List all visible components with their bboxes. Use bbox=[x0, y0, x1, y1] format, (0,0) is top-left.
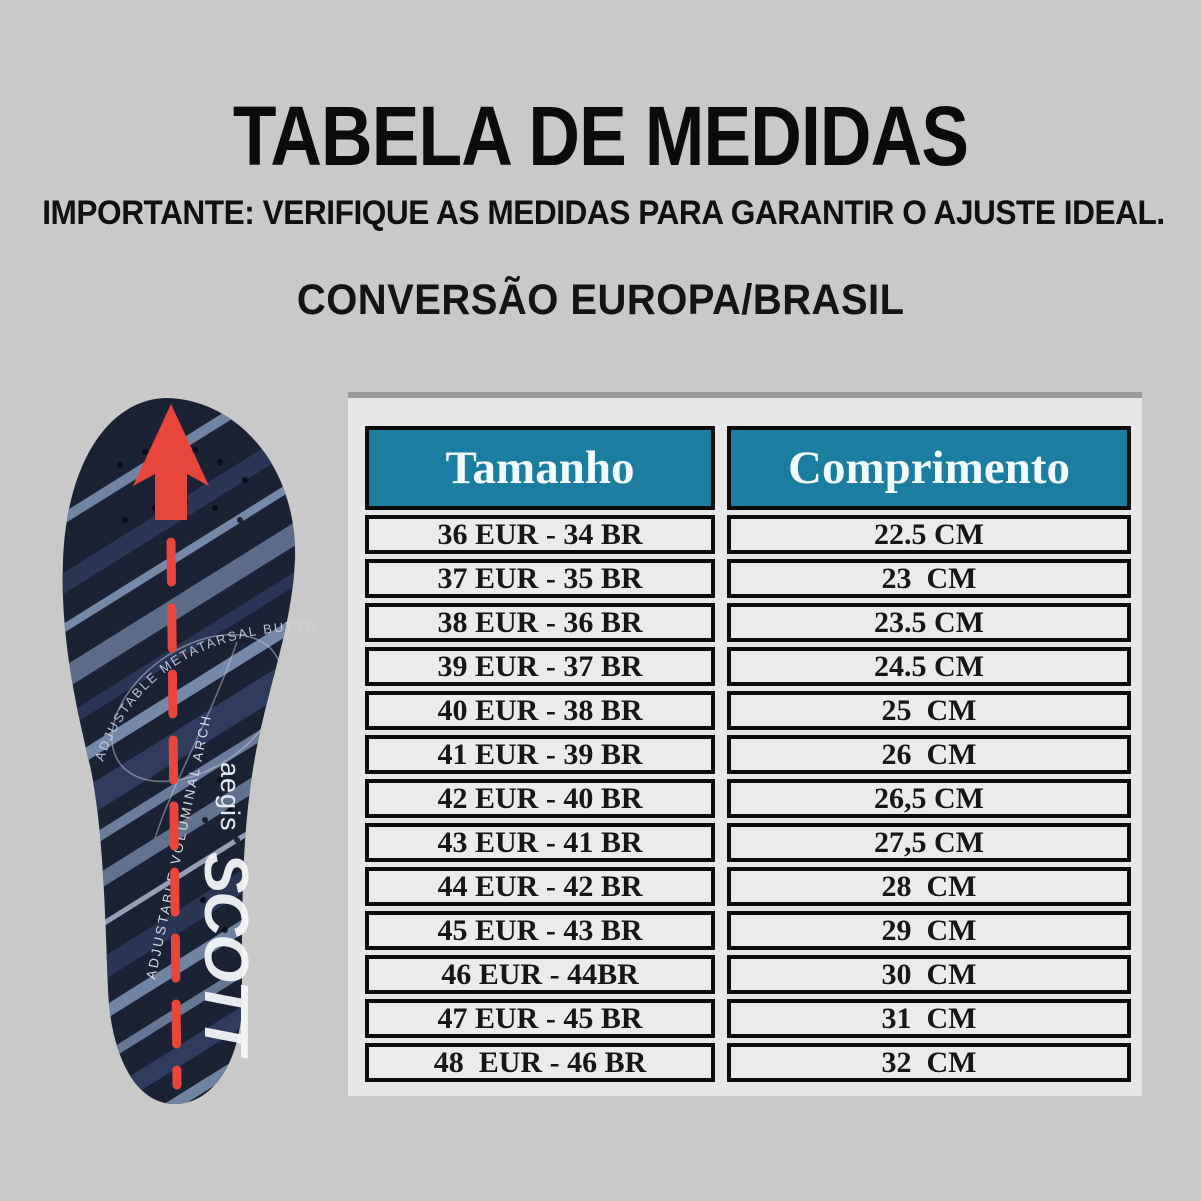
insole-photo: ADJUSTABLE METATARSAL BUTTON ADJUSTABLE … bbox=[0, 378, 345, 1120]
seam-line bbox=[154, 641, 238, 839]
page-title-text: TABELA DE MEDIDAS bbox=[232, 89, 969, 183]
size-cell: 37 EUR - 35 BR bbox=[365, 559, 715, 598]
column-header-comprimento: Comprimento bbox=[727, 426, 1131, 510]
conversion-heading-text: CONVERSÃO EUROPA/BRASIL bbox=[296, 276, 905, 324]
length-cell: 25 CM bbox=[727, 691, 1131, 730]
length-cell: 23.5 CM bbox=[727, 603, 1131, 642]
column-header-tamanho: Tamanho bbox=[365, 426, 715, 510]
length-cell: 32 CM bbox=[727, 1043, 1131, 1082]
length-cell: 24.5 CM bbox=[727, 647, 1131, 686]
size-cell: 39 EUR - 37 BR bbox=[365, 647, 715, 686]
length-cell: 27,5 CM bbox=[727, 823, 1131, 862]
aegis-logo: aegis bbox=[215, 762, 245, 832]
insole-image: ADJUSTABLE METATARSAL BUTTON ADJUSTABLE … bbox=[0, 378, 316, 1105]
importance-note-text: IMPORTANTE: VERIFIQUE AS MEDIDAS PARA GA… bbox=[42, 194, 1165, 232]
length-cell: 23 CM bbox=[727, 559, 1131, 598]
size-cell: 40 EUR - 38 BR bbox=[365, 691, 715, 730]
length-cell: 30 CM bbox=[727, 955, 1131, 994]
size-cell: 43 EUR - 41 BR bbox=[365, 823, 715, 862]
size-cell: 47 EUR - 45 BR bbox=[365, 999, 715, 1038]
size-table: Tamanho Comprimento 36 EUR - 34 BR 22.5 C… bbox=[365, 426, 1131, 1082]
length-cell: 22.5 CM bbox=[727, 515, 1131, 554]
importance-note: IMPORTANTE: VERIFIQUE AS MEDIDAS PARA GA… bbox=[0, 194, 1201, 233]
conversion-heading: CONVERSÃO EUROPA/BRASIL bbox=[0, 276, 1201, 325]
center-dashed-line bbox=[166, 537, 182, 1090]
size-cell: 42 EUR - 40 BR bbox=[365, 779, 715, 818]
size-cell: 44 EUR - 42 BR bbox=[365, 867, 715, 906]
metatarsal-oval bbox=[111, 633, 283, 783]
length-cell: 28 CM bbox=[727, 867, 1131, 906]
size-cell: 48 EUR - 46 BR bbox=[365, 1043, 715, 1082]
length-cell: 31 CM bbox=[727, 999, 1131, 1038]
size-cell: 38 EUR - 36 BR bbox=[365, 603, 715, 642]
size-cell: 46 EUR - 44BR bbox=[365, 955, 715, 994]
length-cell: 29 CM bbox=[727, 911, 1131, 950]
length-cell: 26,5 CM bbox=[727, 779, 1131, 818]
up-arrow-icon bbox=[133, 404, 209, 520]
size-cell: 36 EUR - 34 BR bbox=[365, 515, 715, 554]
length-cell: 26 CM bbox=[727, 735, 1131, 774]
size-cell: 45 EUR - 43 BR bbox=[365, 911, 715, 950]
size-cell: 41 EUR - 39 BR bbox=[365, 735, 715, 774]
brand-logo: SCOTT bbox=[191, 852, 260, 1059]
page-title: TABELA DE MEDIDAS bbox=[0, 88, 1201, 185]
size-table-panel: Tamanho Comprimento 36 EUR - 34 BR 22.5 C… bbox=[348, 392, 1142, 1096]
